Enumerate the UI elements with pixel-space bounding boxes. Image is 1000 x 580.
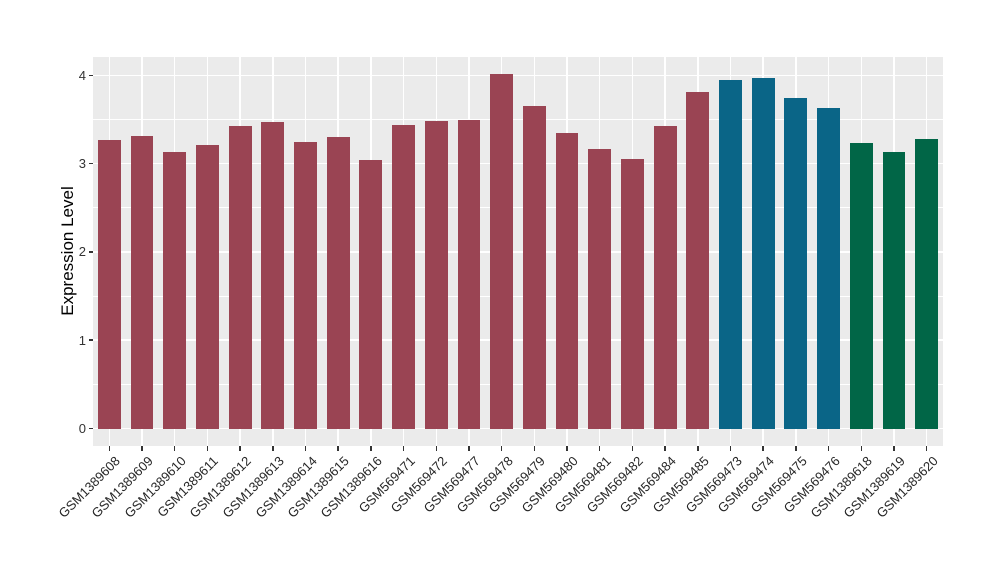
gridline-minor (93, 207, 943, 209)
bar (588, 149, 612, 429)
x-tick-mark (762, 446, 764, 451)
x-tick-mark (337, 446, 339, 451)
bar (751, 77, 775, 429)
plot-panel (93, 57, 943, 446)
bar (326, 137, 350, 429)
y-tick-mark (88, 162, 93, 165)
gridline-minor (93, 295, 943, 297)
x-tick-mark (566, 446, 568, 451)
x-tick-mark (468, 446, 470, 451)
bar (849, 143, 873, 429)
bar (97, 139, 121, 429)
bar (424, 121, 448, 429)
x-tick-mark (108, 446, 111, 451)
x-tick-mark (304, 446, 307, 451)
y-tick-mark (88, 427, 93, 430)
x-tick-mark (827, 446, 830, 451)
bar (522, 106, 546, 429)
x-tick-mark (598, 446, 601, 451)
x-tick-mark (141, 446, 143, 451)
bar (653, 125, 677, 429)
bar (817, 107, 840, 429)
x-tick-mark (206, 446, 209, 451)
x-tick-mark (860, 446, 863, 451)
gridline-minor (93, 383, 943, 385)
y-tick-label: 0 (78, 421, 86, 436)
bar (719, 79, 742, 429)
bar (163, 152, 187, 429)
bar (784, 98, 808, 429)
x-tick-mark (370, 446, 372, 451)
x-tick-mark (533, 446, 536, 451)
bar (359, 160, 383, 429)
gridline-major (93, 162, 943, 165)
bar (882, 152, 906, 429)
bar (228, 125, 252, 429)
x-tick-mark (697, 446, 699, 451)
bar (392, 124, 415, 429)
x-tick-mark (173, 446, 176, 451)
gridline-major (93, 251, 943, 253)
bar (490, 74, 514, 429)
gridline-major (93, 427, 943, 430)
x-tick-mark (729, 446, 732, 451)
bar (195, 145, 219, 429)
y-tick-label: 1 (78, 332, 86, 348)
y-tick-mark (88, 251, 93, 253)
x-tick-mark (435, 446, 438, 451)
gridline-minor (93, 119, 943, 120)
bar (686, 92, 710, 429)
gridline-major (93, 339, 943, 341)
bar (294, 142, 317, 429)
bar (915, 138, 939, 429)
x-tick-mark (239, 446, 241, 451)
bar (261, 122, 285, 429)
bar (620, 159, 644, 429)
x-tick-mark (500, 446, 503, 451)
y-tick-mark (88, 339, 93, 341)
bar (457, 120, 481, 429)
x-tick-mark (664, 446, 666, 451)
bar (130, 136, 154, 429)
y-tick-mark (88, 74, 93, 77)
x-tick-mark (272, 446, 274, 451)
x-tick-mark (893, 446, 895, 451)
bar (555, 132, 579, 429)
y-tick-label: 4 (78, 67, 86, 83)
x-tick-mark (795, 446, 797, 451)
gridline-major (93, 74, 943, 77)
x-tick-mark (402, 446, 405, 451)
y-tick-label: 3 (78, 156, 86, 172)
y-tick-label: 2 (78, 244, 86, 260)
x-tick-mark (631, 446, 634, 451)
x-tick-mark (925, 446, 928, 451)
